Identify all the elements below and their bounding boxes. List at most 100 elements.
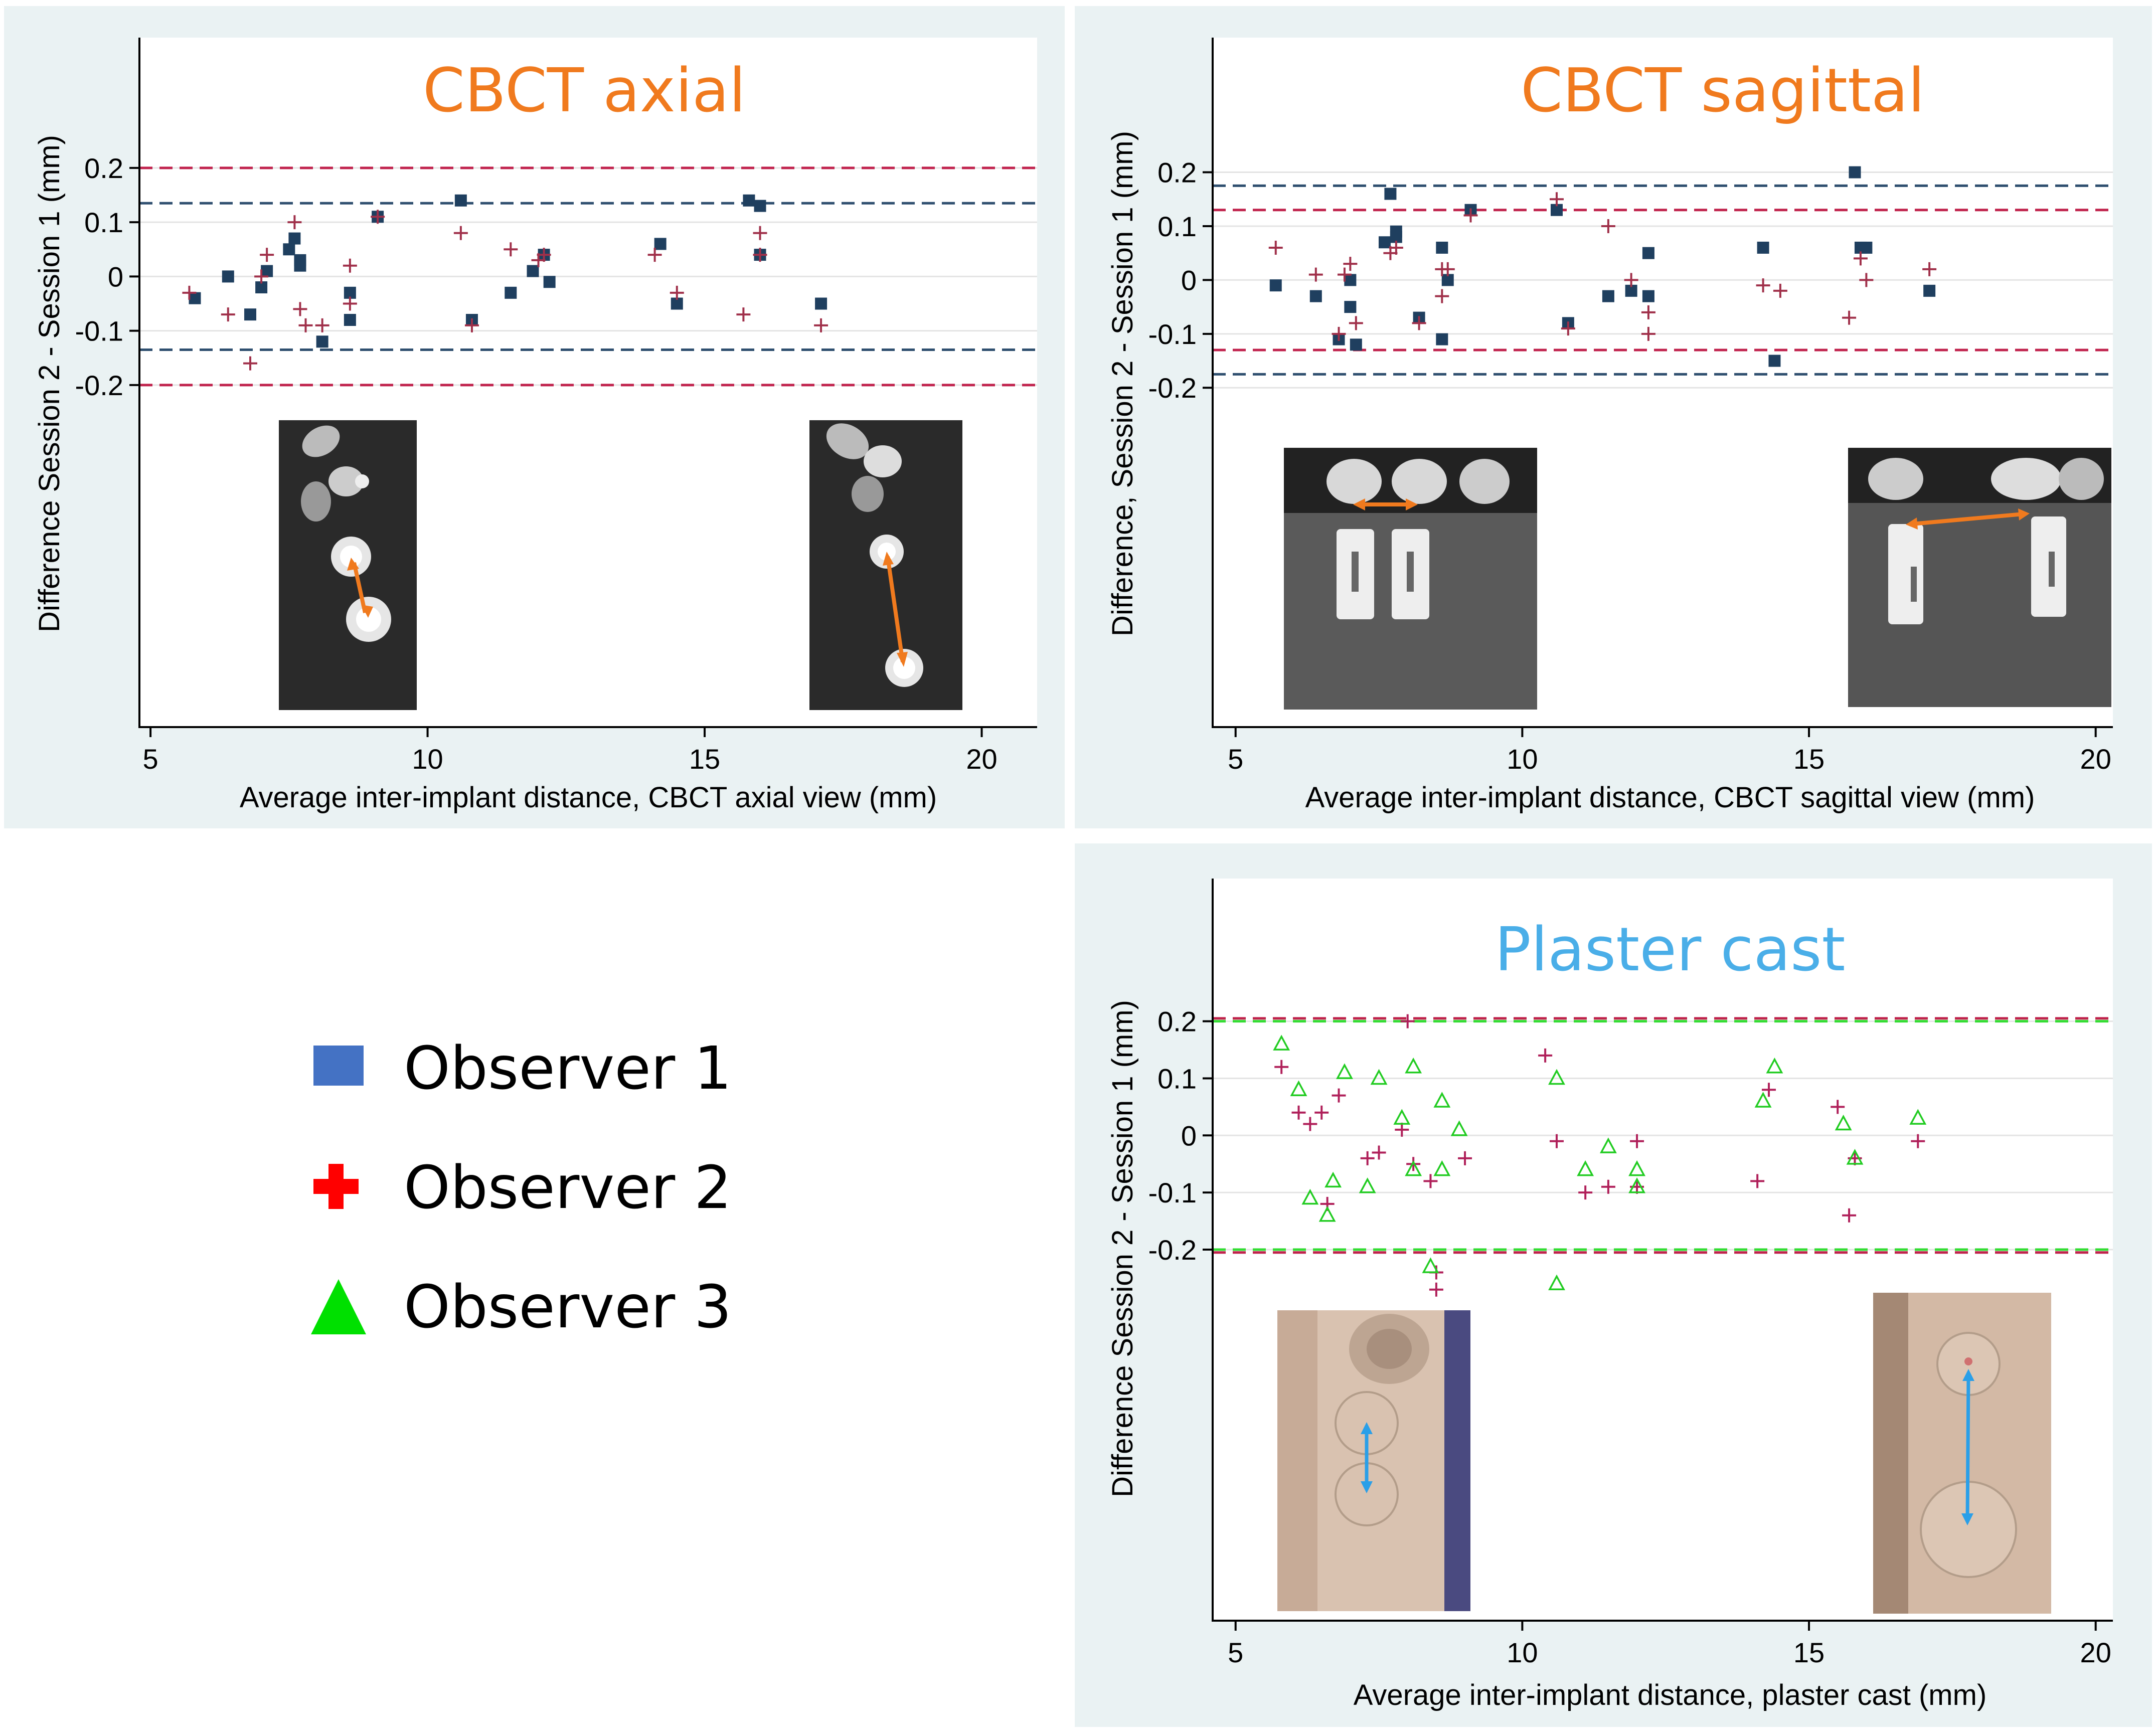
plaster-point-observer-2 <box>1831 1100 1845 1114</box>
plaster-xlabel: Average inter-implant distance, plaster … <box>1354 1679 1987 1711</box>
plaster-axes <box>1212 879 2113 1622</box>
axial-point-observer-1 <box>283 243 295 256</box>
plaster-point-observer-3 <box>1422 1257 1439 1273</box>
axial-point-observer-1 <box>294 254 306 266</box>
legend: Observer 1 Observer 2 Observer 3 <box>301 1028 752 1379</box>
plaster-point-observer-2 <box>1601 1179 1615 1194</box>
axial-xtick-label: 15 <box>689 743 720 775</box>
sagittal-xtick-label: 5 <box>1228 743 1243 775</box>
sagittal-point-observer-1 <box>1344 274 1357 286</box>
axial-point-observer-1 <box>743 194 755 207</box>
sagittal-ytick-label: 0 <box>1181 264 1197 296</box>
plaster-point-observer-3 <box>1370 1069 1388 1085</box>
axial-point-observer-1 <box>754 200 766 212</box>
axial-point-observer-2 <box>736 307 751 322</box>
sagittal-xtick-label: 20 <box>2080 743 2111 775</box>
sagittal-point-observer-2 <box>1343 257 1358 271</box>
axial-axes <box>138 38 1037 728</box>
plaster-point-observer-3 <box>1405 1058 1422 1074</box>
sagittal-point-observer-2 <box>1308 267 1323 282</box>
sagittal-point-observer-2 <box>1641 305 1655 319</box>
plaster-point-observer-2 <box>1549 1134 1564 1148</box>
legend-label: Observer 3 <box>404 1272 732 1341</box>
sagittal-point-observer-2 <box>1349 316 1363 330</box>
axial-point-observer-1 <box>505 286 517 299</box>
plaster-point-observer-2 <box>1372 1145 1386 1160</box>
sagittal-point-observer-2 <box>1463 208 1478 223</box>
plaster-point-observer-3 <box>1301 1188 1319 1205</box>
plaster-point-observer-3 <box>1628 1177 1645 1193</box>
axial-point-observer-2 <box>260 248 274 262</box>
plaster-point-observer-3 <box>1548 1069 1565 1085</box>
plaster-point-observer-3 <box>1359 1177 1376 1193</box>
axial-point-observer-2 <box>221 307 235 322</box>
axial-xtick-label: 20 <box>966 743 997 775</box>
axial-ylabel: Difference Session 2 - Session 1 (mm) <box>33 135 66 632</box>
sagittal-point-observer-2 <box>1389 240 1403 255</box>
sagittal-point-observer-2 <box>1773 283 1787 298</box>
axial-point-observer-2 <box>298 318 313 332</box>
sagittal-point-observer-1 <box>1350 338 1362 351</box>
legend-item-observer-1: Observer 1 <box>301 1028 752 1108</box>
legend-triangle-icon <box>311 1279 366 1334</box>
legend-square-icon <box>311 1041 366 1096</box>
plaster-point-observer-2 <box>1274 1060 1289 1074</box>
axial-point-observer-2 <box>464 318 479 332</box>
plaster-point-observer-2 <box>1423 1174 1438 1188</box>
axial-point-observer-1 <box>543 276 556 288</box>
plaster-point-observer-2 <box>1842 1208 1857 1223</box>
plaster-inset-left-image <box>1277 1310 1470 1611</box>
sagittal-point-observer-2 <box>1601 219 1615 233</box>
plaster-point-observer-2 <box>1291 1105 1306 1120</box>
axial-point-observer-2 <box>287 215 302 230</box>
plaster-point-observer-3 <box>1324 1171 1342 1188</box>
plaster-xtick-label: 20 <box>2080 1637 2111 1668</box>
sagittal-xtick-label: 10 <box>1507 743 1538 775</box>
axial-xtick-label: 5 <box>143 743 158 775</box>
legend-label: Observer 2 <box>404 1153 732 1222</box>
axial-title: CBCT axial <box>423 56 746 126</box>
plaster-point-observer-3 <box>1835 1114 1852 1131</box>
legend-label: Observer 1 <box>404 1033 732 1103</box>
axial-point-observer-1 <box>244 308 256 321</box>
sagittal-point-observer-1 <box>1860 241 1873 254</box>
legend-item-observer-2: Observer 2 <box>301 1147 752 1228</box>
axial-point-observer-1 <box>261 265 273 277</box>
plaster-point-observer-2 <box>1911 1134 1925 1148</box>
plaster-point-observer-2 <box>1332 1088 1346 1103</box>
plaster-point-observer-3 <box>1548 1274 1565 1291</box>
plaster-point-observer-3 <box>1450 1120 1468 1136</box>
axial-point-observer-2 <box>293 302 307 316</box>
sagittal-point-observer-2 <box>1412 316 1426 330</box>
legend-plus-icon <box>311 1160 366 1215</box>
sagittal-point-observer-2 <box>1435 289 1449 303</box>
plaster-point-observer-3 <box>1273 1034 1290 1051</box>
sagittal-title: CBCT sagittal <box>1521 56 1925 126</box>
axial-point-observer-1 <box>189 292 201 304</box>
plaster-point-observer-2 <box>1630 1134 1644 1148</box>
sagittal-point-observer-2 <box>1624 273 1638 287</box>
plaster-point-observer-3 <box>1405 1160 1422 1176</box>
sagittal-point-observer-1 <box>1642 290 1654 302</box>
sagittal-ytick-label: -0.1 <box>1148 318 1197 350</box>
axial-xtick-label: 10 <box>412 743 443 775</box>
axial-point-observer-2 <box>537 248 551 262</box>
axial-ytick-label: 0 <box>108 261 123 292</box>
plaster-ytick-label: 0.1 <box>1157 1063 1197 1094</box>
sagittal-point-observer-2 <box>1842 310 1857 325</box>
axial-point-observer-2 <box>182 285 197 300</box>
sagittal-point-observer-2 <box>1922 262 1937 276</box>
plaster-point-observer-3 <box>1599 1137 1617 1153</box>
plaster-point-observer-3 <box>1577 1160 1594 1176</box>
sagittal-ylabel: Difference, Session 2 - Session 1 (mm) <box>1106 131 1139 636</box>
axial-point-observer-2 <box>254 269 269 284</box>
plaster-point-observer-2 <box>1429 1282 1443 1297</box>
axial-point-observer-2 <box>814 318 828 332</box>
plaster-point-observer-3 <box>1846 1149 1864 1165</box>
axial-ytick-label: -0.1 <box>75 315 124 347</box>
axial-point-observer-1 <box>454 194 467 207</box>
plaster-inset-right-image <box>1873 1293 2051 1614</box>
plaster-point-observer-3 <box>1318 1206 1336 1222</box>
sagittal-point-observer-2 <box>1549 192 1564 207</box>
axial-inset-right-image <box>809 420 962 710</box>
